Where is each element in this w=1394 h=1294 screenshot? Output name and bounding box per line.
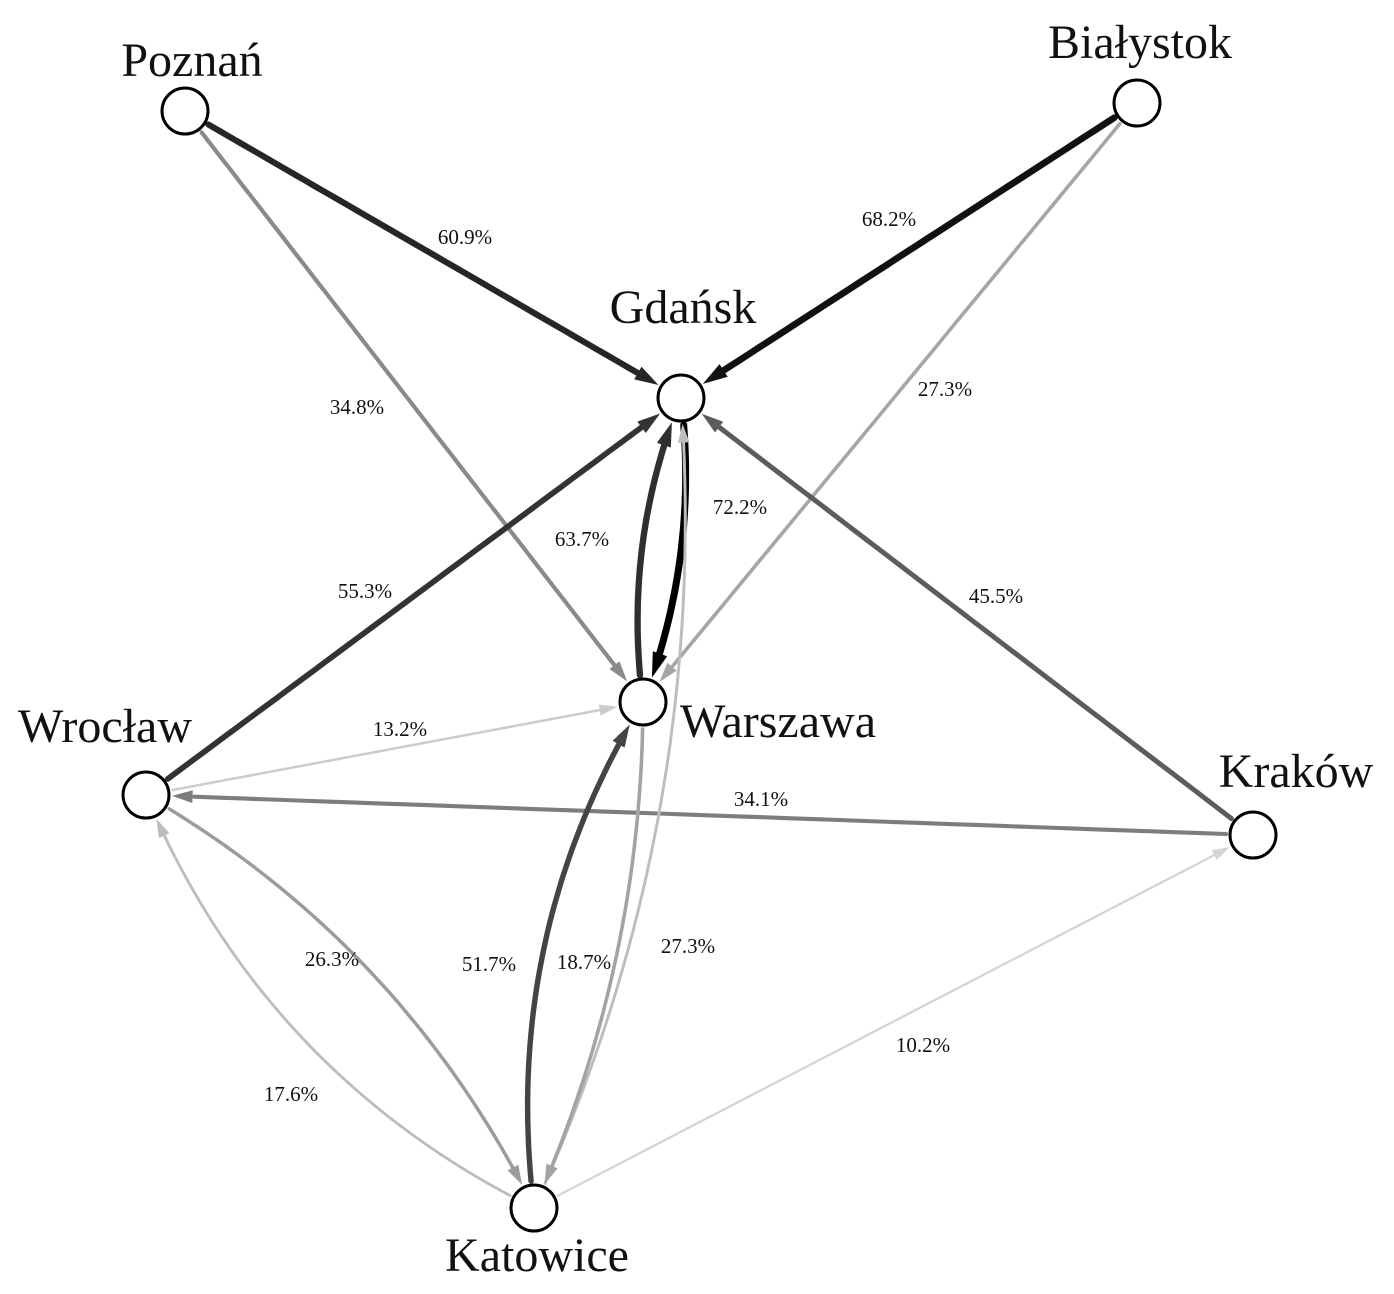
city-label-poznan: Poznań bbox=[121, 34, 262, 87]
edge-line-warszawa-gdansk bbox=[634, 439, 669, 679]
edge-label-wroclaw-katowice: 26.3% bbox=[305, 947, 359, 971]
node-bialystok: Białystok bbox=[1048, 16, 1232, 128]
arrowhead-warszawa-gdansk bbox=[656, 422, 672, 448]
edge-line-katowice-wroclaw bbox=[162, 833, 512, 1198]
edge-line-poznan-warszawa bbox=[199, 130, 618, 669]
edge-line-wroclaw-gdansk bbox=[164, 422, 647, 782]
edge-line-krakow-gdansk bbox=[716, 424, 1234, 822]
arrowhead-wroclaw-katowice bbox=[507, 1164, 523, 1185]
edge-label-wroclaw-gdansk: 55.3% bbox=[338, 579, 392, 603]
node-circle-krakow bbox=[1228, 810, 1278, 860]
edge-line-poznan-gdansk bbox=[205, 121, 642, 377]
arrowhead-katowice-krakow bbox=[1211, 847, 1230, 860]
node-poznan: Poznań bbox=[121, 34, 263, 136]
edge-katowice-krakow bbox=[556, 847, 1230, 1197]
edge-wroclaw-warszawa bbox=[171, 704, 618, 792]
edge-label-katowice-gdansk: 18.7% bbox=[557, 950, 611, 974]
edge-label-krakow-gdansk: 45.5% bbox=[969, 584, 1023, 608]
edge-line-katowice-warszawa bbox=[524, 740, 623, 1184]
edge-poznan-warszawa bbox=[199, 130, 628, 682]
edge-katowice-warszawa bbox=[524, 724, 630, 1184]
edge-bialystok-warszawa bbox=[659, 122, 1122, 682]
edge-label-poznan-warszawa: 34.8% bbox=[330, 395, 384, 419]
edge-poznan-gdansk bbox=[205, 121, 659, 385]
node-wroclaw: Wrocław bbox=[18, 700, 192, 820]
city-label-wroclaw: Wrocław bbox=[18, 700, 192, 753]
edge-line-katowice-gdansk bbox=[543, 439, 687, 1185]
arrowhead-katowice-wroclaw bbox=[156, 818, 170, 839]
arrowhead-krakow-wroclaw bbox=[172, 790, 193, 803]
edge-line-bialystok-gdansk bbox=[717, 114, 1118, 376]
node-circle-bialystok bbox=[1112, 78, 1162, 128]
arrowhead-gdansk-warszawa bbox=[651, 651, 668, 678]
arrowhead-wroclaw-warszawa bbox=[598, 704, 618, 716]
node-circle-gdansk bbox=[656, 373, 706, 423]
node-katowice: Katowice bbox=[445, 1183, 629, 1282]
edge-line-krakow-wroclaw bbox=[192, 794, 1229, 837]
edge-warszawa-gdansk bbox=[634, 422, 672, 679]
arrowhead-wroclaw-gdansk bbox=[637, 413, 661, 433]
edge-katowice-gdansk bbox=[543, 423, 690, 1185]
arrowhead-warszawa-katowice bbox=[544, 1163, 558, 1185]
edge-label-bialystok-gdansk: 68.2% bbox=[862, 207, 916, 231]
arrowhead-poznan-warszawa bbox=[609, 661, 628, 682]
edge-label-warszawa-gdansk: 63.7% bbox=[555, 527, 609, 551]
arrowhead-katowice-gdansk bbox=[677, 423, 690, 443]
city-label-bialystok: Białystok bbox=[1048, 16, 1232, 69]
edge-label-krakow-wroclaw: 34.1% bbox=[734, 787, 788, 811]
node-warszawa: Warszawa bbox=[618, 677, 876, 748]
edge-warszawa-katowice bbox=[544, 727, 645, 1185]
edge-line-katowice-krakow bbox=[556, 853, 1217, 1197]
node-circle-wroclaw bbox=[121, 770, 171, 820]
arrowhead-katowice-warszawa bbox=[612, 724, 630, 748]
city-label-krakow: Kraków bbox=[1219, 745, 1374, 798]
edge-labels-layer: 60.9% 34.8% 68.2% 27.3% 63.7% 72.2% 55.3% 45.5%… bbox=[264, 207, 1023, 1106]
city-label-warszawa: Warszawa bbox=[680, 695, 876, 748]
edge-bialystok-gdansk bbox=[702, 114, 1118, 384]
edges-layer bbox=[156, 114, 1234, 1198]
edge-label-katowice-wroclaw: 17.6% bbox=[264, 1082, 318, 1106]
edge-line-wroclaw-katowice bbox=[167, 807, 516, 1172]
edge-line-wroclaw-warszawa bbox=[171, 708, 602, 792]
city-label-gdansk: Gdańsk bbox=[610, 281, 757, 334]
edge-wroclaw-katowice bbox=[167, 807, 523, 1185]
edge-krakow-wroclaw bbox=[172, 790, 1229, 837]
node-circle-katowice bbox=[509, 1183, 559, 1233]
edge-label-warszawa-katowice: 27.3% bbox=[661, 934, 715, 958]
arrowhead-krakow-gdansk bbox=[701, 413, 724, 433]
node-gdansk: Gdańsk bbox=[610, 281, 757, 423]
edge-line-bialystok-warszawa bbox=[670, 122, 1122, 669]
edge-label-poznan-gdansk: 60.9% bbox=[438, 225, 492, 249]
nodes-layer: Poznań Białystok Gdańsk Warszawa Wrocław Krak… bbox=[18, 16, 1374, 1282]
arrowhead-bialystok-warszawa bbox=[659, 662, 677, 682]
edge-label-bialystok-warszawa: 27.3% bbox=[918, 377, 972, 401]
node-circle-poznan bbox=[160, 86, 210, 136]
arrowhead-bialystok-gdansk bbox=[702, 364, 728, 384]
edge-label-gdansk-warszawa: 72.2% bbox=[713, 495, 767, 519]
node-krakow: Kraków bbox=[1219, 745, 1374, 860]
node-circle-warszawa bbox=[618, 677, 668, 727]
edge-katowice-wroclaw bbox=[156, 818, 512, 1198]
arrowhead-poznan-gdansk bbox=[634, 366, 659, 385]
edge-line-warszawa-katowice bbox=[549, 727, 645, 1169]
edge-wroclaw-gdansk bbox=[164, 413, 661, 782]
edge-label-katowice-warszawa: 51.7% bbox=[462, 952, 516, 976]
edge-label-wroclaw-warszawa: 13.2% bbox=[373, 717, 427, 741]
city-label-katowice: Katowice bbox=[445, 1229, 629, 1282]
edge-label-katowice-krakow: 10.2% bbox=[896, 1033, 950, 1057]
edge-krakow-gdansk bbox=[701, 413, 1234, 822]
